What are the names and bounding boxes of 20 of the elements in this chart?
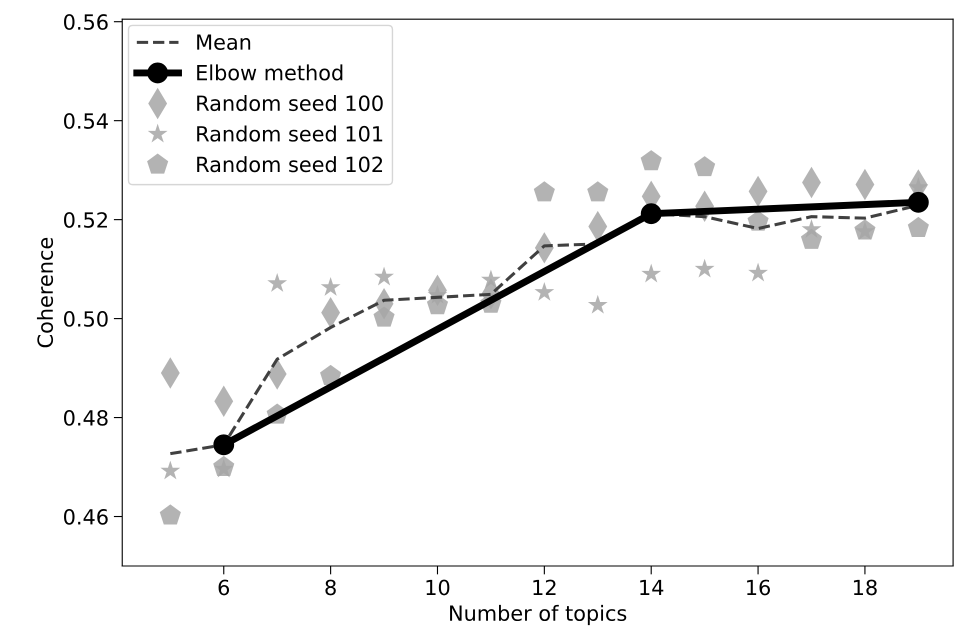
legend-label: Random seed 100 bbox=[197, 94, 383, 112]
legend-label: Mean bbox=[197, 34, 250, 50]
x-axis-title: Number of topics bbox=[450, 604, 626, 626]
x-tick-label: 10 bbox=[426, 580, 450, 596]
x-tick-label: 12 bbox=[533, 580, 556, 596]
legend-label: Random seed 101 bbox=[197, 126, 382, 142]
legend-label: Elbow method bbox=[197, 64, 342, 81]
y-axis-title: Coherence bbox=[36, 238, 54, 348]
y-tick-label: 0.52 bbox=[64, 212, 107, 228]
x-tick-label: 14 bbox=[640, 580, 664, 596]
y-tick-label: 0.54 bbox=[64, 113, 108, 129]
x-tick-label: 8 bbox=[325, 580, 336, 596]
y-tick-label: 0.46 bbox=[64, 508, 108, 525]
y-tick-label: 0.48 bbox=[64, 410, 108, 426]
legend-label: Random seed 102 bbox=[197, 156, 382, 172]
y-tick-label: 0.56 bbox=[64, 14, 108, 30]
y-tick-label: 0.50 bbox=[64, 311, 108, 327]
x-tick-label: 18 bbox=[854, 580, 877, 596]
x-tick-label: 6 bbox=[218, 580, 230, 596]
x-tick-label: 16 bbox=[747, 580, 770, 596]
